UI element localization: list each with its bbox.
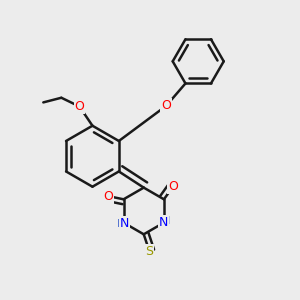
- Text: N: N: [119, 217, 129, 230]
- Text: H: H: [162, 216, 171, 226]
- Text: O: O: [161, 99, 171, 112]
- Text: S: S: [145, 244, 153, 258]
- Text: O: O: [74, 100, 84, 113]
- Text: O: O: [168, 180, 178, 193]
- Text: O: O: [104, 190, 113, 203]
- Text: N: N: [159, 215, 168, 229]
- Text: H: H: [117, 220, 125, 230]
